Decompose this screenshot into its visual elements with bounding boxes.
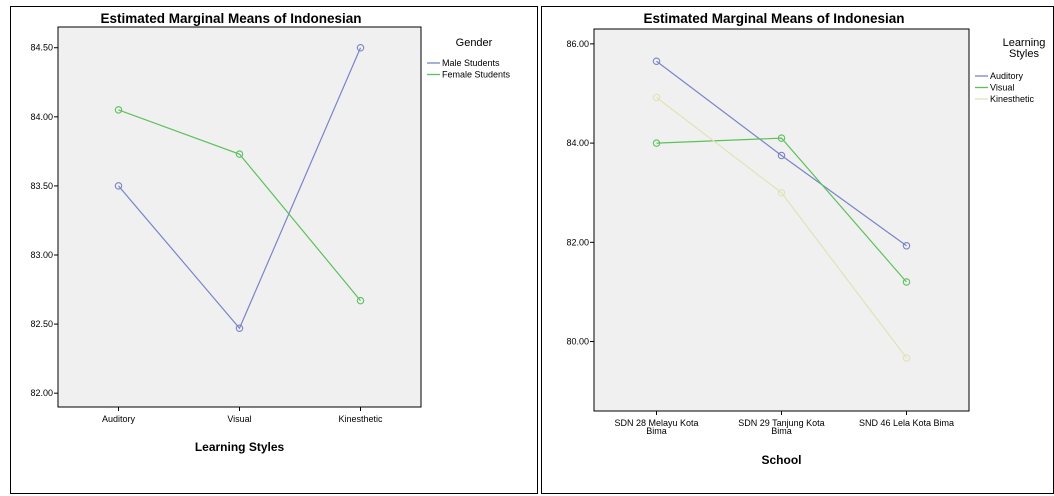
series-line-kinesthetic — [656, 96, 907, 359]
y-tick-label: 80.00 — [566, 337, 589, 347]
y-tick-label: 84.50 — [30, 43, 53, 53]
x-tick-label-line: SDN 28 Melayu Kota — [614, 418, 698, 428]
legend-title: Gender — [456, 37, 493, 49]
data-point — [652, 57, 661, 65]
x-axis-title: School — [761, 453, 801, 467]
y-tick-label: 84.00 — [30, 112, 53, 122]
y-tick-label: 82.00 — [566, 237, 589, 247]
data-point — [356, 43, 365, 52]
data-point — [902, 242, 911, 250]
y-tick-label: 86.00 — [566, 39, 589, 49]
x-tick-label-line: SND 46 Lela Kota Bima — [859, 418, 954, 428]
legend-label: Auditory — [990, 71, 1024, 81]
chart-panel-gender: Estimated Marginal Means of Indonesian 82… — [10, 6, 538, 494]
series-line-male-students — [118, 47, 362, 330]
data-point — [902, 354, 911, 362]
x-axis-title: Learning Styles — [195, 440, 285, 454]
plot-area — [57, 26, 422, 408]
y-tick-label: 82.50 — [30, 319, 53, 329]
x-tick-label-line: Visual — [227, 414, 251, 424]
data-point — [777, 188, 786, 197]
data-point — [652, 139, 661, 147]
x-tick-label-line: Auditory — [102, 414, 136, 424]
x-tick-label-line: SDN 29 Tanjung Kota — [738, 418, 824, 428]
y-tick-label: 83.50 — [30, 181, 53, 191]
x-tick-label-line: Bima — [771, 426, 792, 436]
y-tick-label: 82.00 — [30, 388, 53, 398]
x-tick-label-line: Kinesthetic — [338, 414, 383, 424]
data-point — [356, 296, 365, 305]
data-point — [114, 106, 123, 114]
series-line-female-students — [118, 109, 361, 301]
series-line-visual — [656, 137, 907, 283]
x-tick-label: SDN 28 Melayu Kota Bima — [614, 418, 698, 436]
data-point — [777, 134, 786, 142]
chart-title: Estimated Marginal Means of Indonesian — [643, 11, 904, 26]
legend-title-line: Styles — [1009, 48, 1039, 60]
y-tick-label: 84.00 — [566, 138, 589, 148]
legend-label: Male Students — [442, 58, 500, 68]
chart-title: Estimated Marginal Means of Indonesian — [100, 11, 361, 26]
legend-title: Learning Styles — [1003, 37, 1046, 60]
data-point — [114, 182, 123, 190]
data-point — [902, 278, 911, 286]
legend-title-line: Learning — [1003, 37, 1046, 49]
chart-gender: Estimated Marginal Means of Indonesian 82… — [30, 11, 511, 454]
data-point — [652, 93, 661, 102]
series-line-auditory — [656, 60, 907, 247]
data-point — [235, 150, 244, 158]
x-tick-label: SND 46 Lela Kota Bima — [859, 418, 954, 428]
x-tick-label: Auditory — [102, 414, 136, 424]
legend-title-line: Gender — [456, 37, 493, 49]
data-point — [777, 151, 786, 160]
y-tick-label: 83.00 — [30, 250, 53, 260]
x-tick-label-line: Bima — [646, 426, 667, 436]
chart-panel-learning-styles: Estimated Marginal Means of Indonesian 80… — [541, 6, 1054, 494]
chart-learning-styles: Estimated Marginal Means of Indonesian 80… — [566, 11, 1046, 467]
data-point — [235, 324, 244, 332]
legend-label: Female Students — [442, 70, 511, 80]
x-tick-label: Kinesthetic — [338, 414, 383, 424]
legend-label: Kinesthetic — [990, 94, 1035, 104]
legend-label: Visual — [990, 83, 1014, 93]
plot-area — [593, 28, 970, 412]
x-tick-label: Visual — [227, 414, 251, 424]
x-tick-label: SDN 29 Tanjung Kota Bima — [738, 418, 824, 436]
